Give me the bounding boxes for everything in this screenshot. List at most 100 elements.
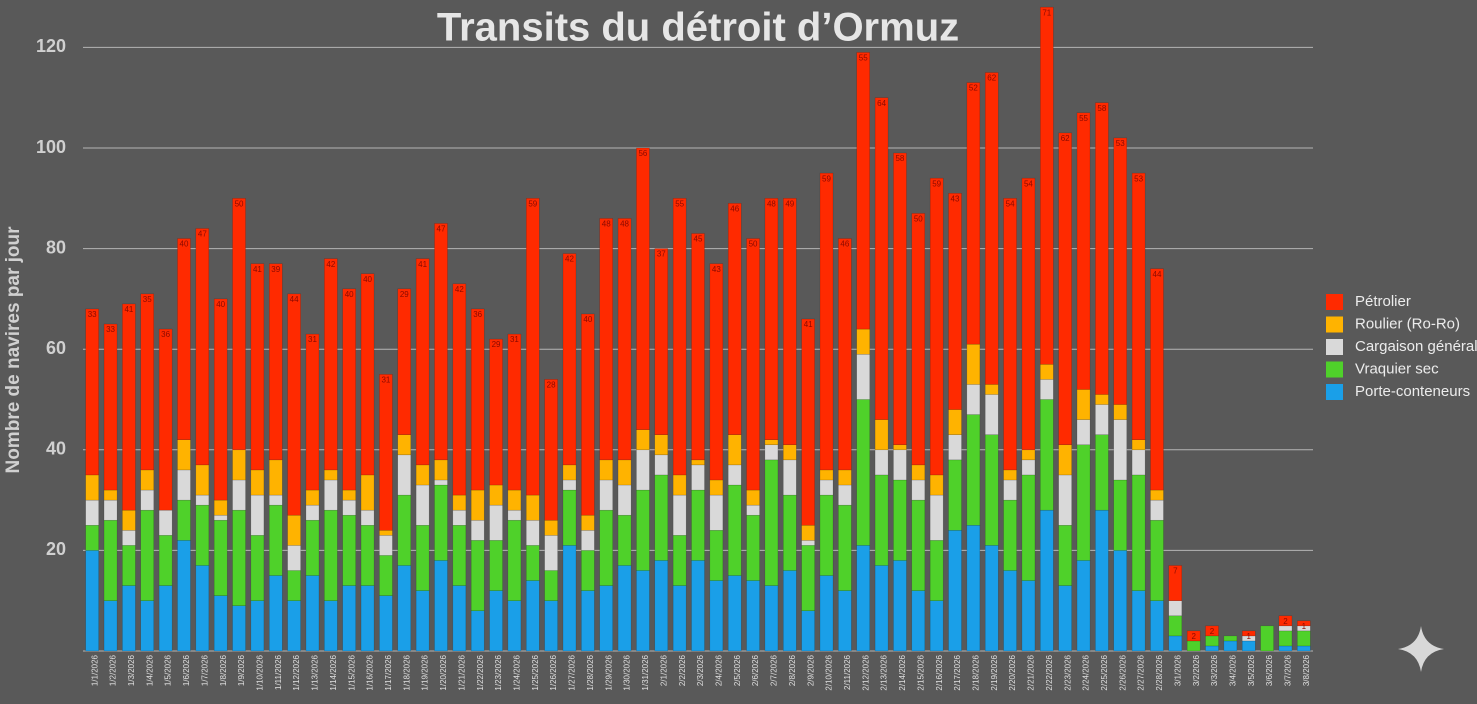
bar-segment [379,595,393,652]
x-tick-label: 1/8/2026 [219,654,228,686]
bar-segment [158,535,173,586]
value-label: 33 [106,325,115,334]
bar-segment [434,479,448,486]
bar-segment [360,585,375,652]
bar-segment [948,409,962,435]
bar-segment [1095,394,1109,405]
bar-segment [636,489,650,571]
bar-segment [636,429,650,451]
value-label: 59 [528,199,537,208]
bar-segment [599,479,613,511]
bar-segment [305,489,320,506]
bar-segment [507,509,522,521]
bar-segment [1040,399,1054,511]
value-label: 41 [804,320,813,329]
x-tick-label: 1/17/2026 [384,654,393,690]
bar-segment [562,489,577,546]
bar-segment [177,439,191,471]
bar-segment [727,575,742,652]
bar-segment [801,525,815,541]
value-label: 58 [1097,104,1106,113]
value-label: 28 [547,380,556,389]
bar-segment [746,514,760,581]
bar-segment [1095,404,1109,435]
bar-segment [672,198,687,476]
bar-segment [269,494,283,506]
bar-segment [929,177,944,476]
value-label: 55 [859,54,868,63]
value-label: 56 [638,149,647,158]
bar-segment [893,444,907,451]
bar-segment [415,525,430,591]
bar-segment [269,459,283,496]
bar-segment [434,484,448,561]
bar-segment [783,444,797,461]
bar-segment [691,489,705,561]
x-tick-label: 3/1/2026 [1173,654,1182,686]
bar-segment [140,489,155,511]
bar-segment [1058,525,1072,586]
x-tick-label: 1/16/2026 [366,654,375,690]
bar-segment [764,439,779,446]
bar-segment [672,494,687,536]
bar-segment [581,514,595,531]
bar-segment [544,600,558,652]
bar-segment [1297,645,1311,652]
bar-segment [893,479,907,561]
bar-segment [324,469,338,481]
bar-segment [874,449,889,476]
bar-segment [838,484,852,506]
x-tick-label: 3/8/2026 [1302,654,1311,686]
bar-segment [232,198,246,451]
bar-segment [415,590,430,652]
bar-segment [1003,469,1017,481]
bar-segment [709,479,724,496]
bar-segment [1168,635,1183,652]
bar-segment [140,293,155,471]
bar-segment [85,499,99,526]
bar-segment [911,213,926,466]
x-tick-label: 1/23/2026 [494,654,503,690]
bar-segment [452,525,467,586]
bar-segment [470,540,485,612]
bar-segment [1113,550,1127,652]
bar-segment [874,97,889,420]
value-label: 71 [1042,8,1051,17]
bar-segment [856,399,870,546]
bar-segment [526,545,540,581]
bar-segment [1297,630,1311,647]
bar-segment [819,172,834,471]
value-label: 43 [951,194,960,203]
bar-segment [948,193,962,410]
bar-segment [599,585,613,652]
x-tick-label: 1/9/2026 [237,654,246,686]
bar-segment [617,484,632,516]
x-tick-label: 2/25/2026 [1100,654,1109,690]
x-tick-label: 1/21/2026 [457,654,466,690]
x-tick-label: 1/24/2026 [513,654,522,690]
bar-segment [195,494,210,506]
bar-segment [140,509,155,601]
bar-segment [1040,6,1054,365]
bar-segment [966,82,981,345]
x-tick-label: 3/7/2026 [1284,654,1293,686]
value-label: 58 [895,154,904,163]
bar-segment [324,509,338,601]
x-tick-label: 1/11/2026 [274,654,283,690]
bar-segment [177,469,191,501]
bar-segment [1297,620,1311,627]
bar-segment [838,504,852,591]
bar-segment [709,263,724,481]
bar-segment [470,610,485,652]
x-tick-label: 2/23/2026 [1063,654,1072,690]
bar-segment [232,605,246,652]
bar-segment [856,328,870,355]
bar-segment [727,203,742,435]
bar-segment [672,474,687,496]
bar-segment [727,464,742,486]
bar-segment [1260,625,1274,652]
x-tick-label: 1/27/2026 [568,654,577,690]
bar-segment [1003,479,1017,501]
y-tick-label: 60 [46,338,66,358]
bar-segment [1150,268,1164,491]
